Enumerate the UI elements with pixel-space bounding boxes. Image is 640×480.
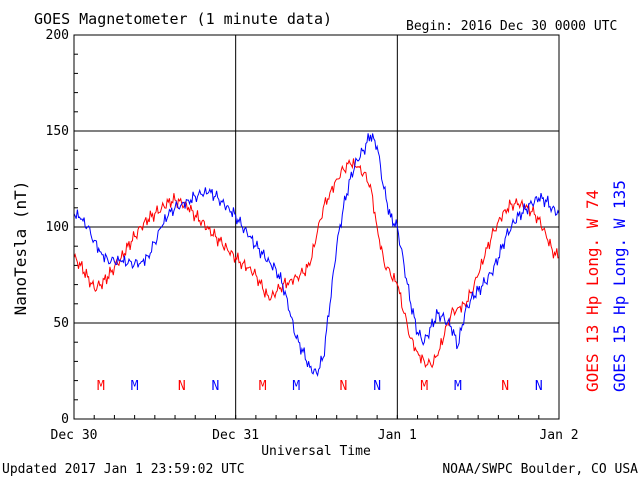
y-tick-label: 150 — [46, 124, 69, 139]
y-axis-label: NanoTesla (nT) — [11, 181, 30, 316]
marker-n-goes13: N — [501, 379, 509, 394]
marker-n-goes15: N — [373, 379, 381, 394]
marker-m-goes15: M — [454, 379, 462, 394]
x-tick-labels: Dec 30 Dec 31 Jan 1 Jan 2 — [51, 428, 579, 443]
series-lines — [73, 133, 560, 377]
marker-n-goes13: N — [340, 379, 348, 394]
x-tick-label: Dec 31 — [212, 428, 259, 443]
grid-lines — [73, 35, 560, 419]
y-tick-label: 0 — [61, 412, 69, 427]
source-credit: NOAA/SWPC Boulder, CO USA — [442, 462, 638, 477]
y-tick-label: 100 — [46, 220, 69, 235]
legend-goes13: GOES 13 Hp Long. W 74 — [583, 190, 602, 392]
series-line-goes13 — [73, 158, 560, 369]
marker-n-goes13: N — [178, 379, 186, 394]
y-tick-label: 200 — [46, 28, 69, 43]
local-time-markers: M N M N M NM N M N M N — [97, 379, 543, 394]
x-axis-label: Universal Time — [261, 444, 371, 459]
begin-label: Begin: 2016 Dec 30 0000 UTC — [406, 19, 617, 34]
x-tick-label: Dec 30 — [51, 428, 98, 443]
marker-m-goes15: M — [131, 379, 139, 394]
y-tick-label: 50 — [53, 316, 69, 331]
chart-title: GOES Magnetometer (1 minute data) — [34, 10, 332, 28]
legend-goes15: GOES 15 Hp Long. W 135 — [610, 180, 629, 392]
marker-m-goes13: M — [259, 379, 267, 394]
series-line-goes15 — [73, 133, 560, 377]
plot-frame — [73, 34, 560, 420]
marker-m-goes13: M — [97, 379, 105, 394]
marker-n-goes15: N — [535, 379, 543, 394]
marker-m-goes15: M — [292, 379, 300, 394]
x-tick-label: Jan 1 — [378, 428, 417, 443]
x-tick-label: Jan 2 — [539, 428, 578, 443]
updated-timestamp: Updated 2017 Jan 1 23:59:02 UTC — [2, 462, 245, 477]
marker-n-goes15: N — [212, 379, 220, 394]
y-tick-labels: 0 50 100 150 200 — [46, 28, 69, 427]
marker-m-goes13: M — [420, 379, 428, 394]
